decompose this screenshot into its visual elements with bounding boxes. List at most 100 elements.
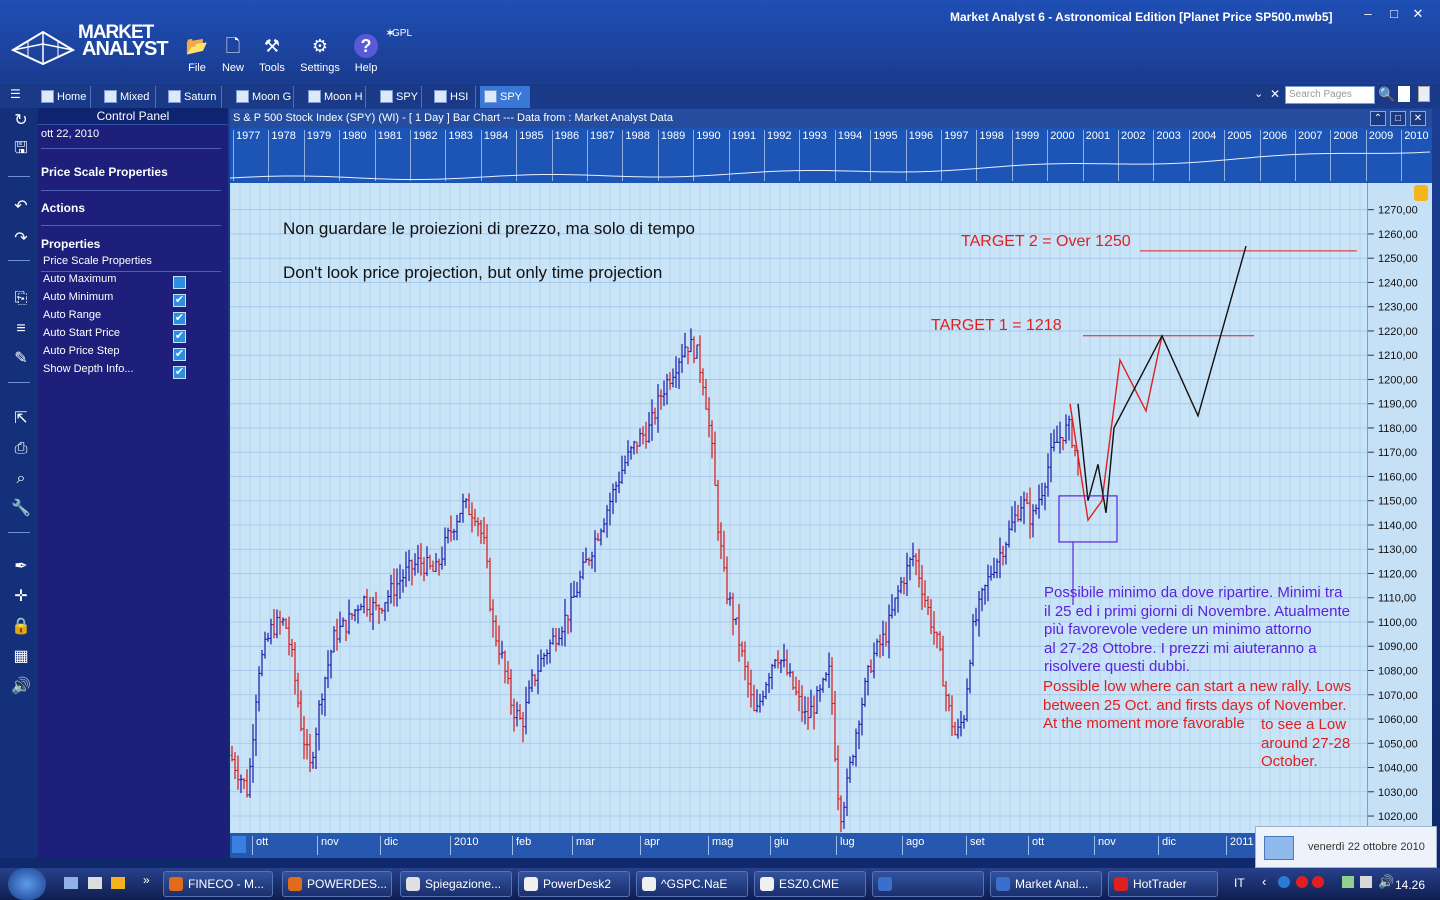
redo-icon[interactable]: ↷ xyxy=(14,230,28,247)
actions-heading[interactable]: Actions xyxy=(41,201,86,215)
settings-button[interactable]: ⚙ Settings xyxy=(298,32,342,76)
tab-spy-active[interactable]: SPY xyxy=(480,86,530,108)
grid-icon[interactable]: ▦ xyxy=(13,648,29,665)
chevron-down-icon[interactable]: ⌄ xyxy=(1254,88,1264,100)
year-label[interactable]: 2008 xyxy=(1330,130,1365,181)
year-label[interactable]: 1987 xyxy=(587,130,622,181)
zoom-icon[interactable]: ⌕ xyxy=(16,470,26,487)
save-icon[interactable]: 🖫 xyxy=(14,140,28,157)
maximize-button[interactable]: □ xyxy=(1390,6,1398,21)
file-button[interactable]: 📂 File xyxy=(175,32,219,76)
taskbar-item-active[interactable]: Market Anal... xyxy=(990,871,1102,897)
properties-heading[interactable]: Properties xyxy=(41,237,101,251)
taskbar-item[interactable]: FINECO - M... xyxy=(163,871,273,897)
quicklaunch-explorer-icon[interactable] xyxy=(88,877,102,889)
tray-app-icon[interactable] xyxy=(1296,876,1308,888)
close-chart-button[interactable]: ✕ xyxy=(1410,111,1426,126)
brush-icon[interactable]: ✒ xyxy=(14,558,28,575)
tray-volume-icon[interactable]: 🔊 xyxy=(1378,874,1395,889)
year-label[interactable]: 1998 xyxy=(976,130,1011,181)
tab-hsi[interactable]: HSI xyxy=(430,86,476,108)
tab-home[interactable]: Home xyxy=(37,86,91,108)
edit-icon[interactable]: ✎ xyxy=(14,350,28,367)
tab-moon-g[interactable]: Moon G xyxy=(232,86,294,108)
year-label[interactable]: 1978 xyxy=(268,130,303,181)
year-label[interactable]: 2003 xyxy=(1153,130,1188,181)
checkbox-auto-start-price[interactable]: ✔ xyxy=(173,330,186,343)
year-label[interactable]: 1993 xyxy=(799,130,834,181)
taskbar-item[interactable]: POWERDES... xyxy=(282,871,392,897)
taskbar-item[interactable] xyxy=(872,871,984,897)
page-icon[interactable] xyxy=(1398,86,1410,102)
tab-saturn[interactable]: Saturn xyxy=(164,86,222,108)
tabs-menu-icon[interactable]: ☰ xyxy=(10,87,21,101)
year-label[interactable]: 1994 xyxy=(834,130,870,181)
quicklaunch-overflow-icon[interactable]: » xyxy=(143,873,150,887)
taskbar-item[interactable]: PowerDesk2 xyxy=(518,871,630,897)
new-button[interactable]: 🗋 New xyxy=(211,32,255,76)
lock-icon[interactable]: 🔒 xyxy=(11,618,31,635)
tab-spy[interactable]: SPY xyxy=(376,86,422,108)
checkbox-auto-range[interactable]: ✔ xyxy=(173,312,186,325)
year-label[interactable]: 1992 xyxy=(764,130,799,181)
year-label[interactable]: 2006 xyxy=(1259,130,1295,181)
lock-scale-icon[interactable] xyxy=(1414,185,1428,201)
tab-moon-h[interactable]: Moon H xyxy=(304,86,366,108)
quicklaunch-desktop-icon[interactable] xyxy=(64,877,78,889)
year-label[interactable]: 1986 xyxy=(551,130,587,181)
checkbox-auto-price-step[interactable]: ✔ xyxy=(173,348,186,361)
clock[interactable]: 14.26 xyxy=(1395,878,1426,892)
minimize-button[interactable]: – xyxy=(1364,6,1372,21)
year-label[interactable]: 2009 xyxy=(1365,130,1401,181)
year-label[interactable]: 1988 xyxy=(622,130,657,181)
maximize-chart-button[interactable]: □ xyxy=(1390,111,1406,126)
year-label[interactable]: 1979 xyxy=(303,130,339,181)
taskbar-item[interactable]: ESZ0.CME xyxy=(754,871,866,897)
tray-battery-icon[interactable] xyxy=(1342,876,1354,888)
year-label[interactable]: 1991 xyxy=(728,130,764,181)
tray-network-icon[interactable] xyxy=(1278,876,1290,888)
crosshair-icon[interactable]: ✛ xyxy=(14,588,28,605)
checkbox-auto-maximum[interactable] xyxy=(173,276,186,289)
collapse-chart-button[interactable]: ⌃ xyxy=(1370,111,1386,126)
undo-icon[interactable]: ↶ xyxy=(14,198,28,215)
axis-scroll-handle[interactable] xyxy=(232,836,246,853)
checkbox-show-depth-info[interactable]: ✔ xyxy=(173,366,186,379)
year-label[interactable]: 1996 xyxy=(905,130,941,181)
wrench-icon[interactable]: 🔧 xyxy=(11,500,31,517)
layers-icon[interactable]: ≡ xyxy=(16,320,26,337)
refresh-icon[interactable]: ↻ xyxy=(14,112,28,129)
help-button[interactable]: ? Help xyxy=(344,32,388,76)
year-overview-strip[interactable]: 1977 1978 1979 1980 1981 1982 1983 1984 1985 1986… xyxy=(230,128,1432,183)
year-label[interactable]: 1977 xyxy=(233,130,268,181)
year-label[interactable]: 1980 xyxy=(339,130,374,181)
tray-monitor-icon[interactable] xyxy=(1360,876,1372,888)
gpl-label[interactable]: GPL xyxy=(392,28,413,39)
close-button[interactable]: ✕ xyxy=(1412,6,1424,21)
tab-mixed[interactable]: Mixed xyxy=(100,86,156,108)
year-label[interactable]: 1984 xyxy=(480,130,516,181)
print-icon[interactable]: ⎙ xyxy=(14,440,28,457)
quicklaunch-media-icon[interactable] xyxy=(111,877,125,889)
year-label[interactable]: 1985 xyxy=(516,130,551,181)
price-chart[interactable]: Non guardare le proiezioni di prezzo, ma… xyxy=(229,183,1367,833)
year-label[interactable]: 2004 xyxy=(1188,130,1224,181)
tools-button[interactable]: ⚒ Tools xyxy=(250,32,294,76)
year-label[interactable]: 1999 xyxy=(1011,130,1047,181)
start-button[interactable] xyxy=(8,868,46,900)
price-axis[interactable]: 1270,00 1260,00 1250,00 1240,00 1230,00 1220,… xyxy=(1367,183,1432,833)
year-label[interactable]: 1983 xyxy=(445,130,480,181)
time-axis[interactable]: ott nov dic 2010 feb mar apr mag giu lug ago set ott… xyxy=(230,833,1432,858)
taskbar-item[interactable]: ^GSPC.NaE xyxy=(636,871,748,897)
year-label[interactable]: 1995 xyxy=(870,130,905,181)
price-scale-properties-heading[interactable]: Price Scale Properties xyxy=(41,165,168,179)
year-label[interactable]: 2001 xyxy=(1082,130,1118,181)
tray-expand-icon[interactable]: ‹ xyxy=(1262,874,1267,889)
year-label[interactable]: 2010 xyxy=(1401,130,1436,181)
taskbar-item[interactable]: Spiegazione... xyxy=(400,871,512,897)
year-label[interactable]: 1997 xyxy=(941,130,976,181)
year-label[interactable]: 1982 xyxy=(410,130,445,181)
tray-app-icon[interactable] xyxy=(1312,876,1324,888)
year-label[interactable]: 1981 xyxy=(374,130,410,181)
copy-icon[interactable]: ⎘ xyxy=(14,290,28,307)
